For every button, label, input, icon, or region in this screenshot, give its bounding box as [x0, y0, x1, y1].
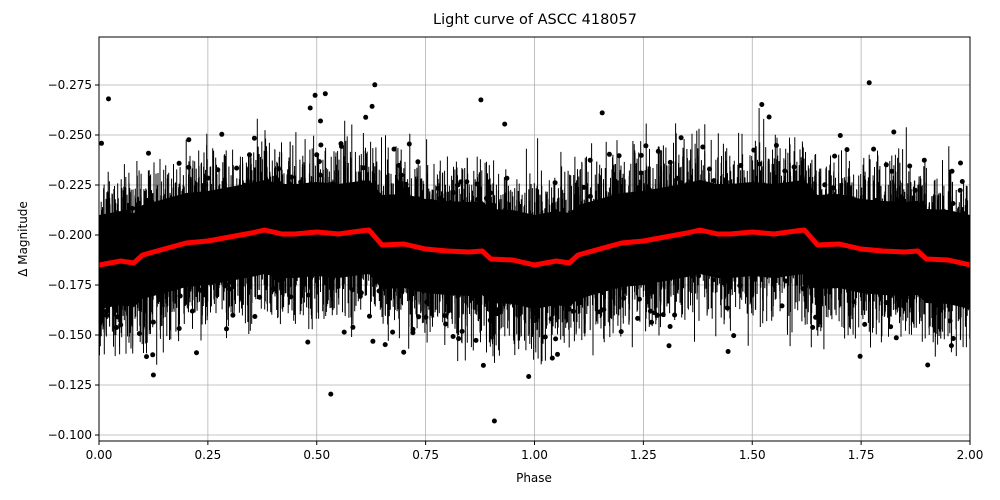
- y-tick-label: −0.200: [48, 228, 92, 242]
- y-tick-label: −0.125: [48, 378, 92, 392]
- x-tick-label: 1.25: [630, 448, 657, 462]
- x-axis: 0.00 0.25 0.50 0.75 1.00 1.25 1.50 1.75 2.00: [86, 441, 984, 462]
- x-tick-label: 1.75: [848, 448, 875, 462]
- chart-title: Light curve of ASCC 418057: [433, 12, 637, 28]
- y-tick-label: −0.175: [48, 278, 92, 292]
- y-tick-label: −0.250: [48, 128, 92, 142]
- y-tick-label: −0.275: [48, 78, 92, 92]
- x-axis-label: Phase: [516, 471, 552, 485]
- x-tick-label: 0.75: [412, 448, 439, 462]
- y-axis: −0.275 −0.250 −0.225 −0.200 −0.175 −0.150 −0.1…: [48, 78, 99, 442]
- y-tick-label: −0.100: [48, 428, 92, 442]
- y-tick-label: −0.150: [48, 328, 92, 342]
- x-tick-label: 0.25: [195, 448, 222, 462]
- x-tick-label: 0.50: [303, 448, 330, 462]
- y-tick-label: −0.225: [48, 178, 92, 192]
- binned-mean-line: [99, 227, 970, 268]
- x-tick-label: 1.50: [739, 448, 766, 462]
- y-axis-label: Δ Magnitude: [16, 201, 30, 277]
- x-tick-label: 1.00: [521, 448, 548, 462]
- x-tick-label: 2.00: [957, 448, 984, 462]
- x-tick-label: 0.00: [86, 448, 113, 462]
- data-points: [99, 80, 970, 441]
